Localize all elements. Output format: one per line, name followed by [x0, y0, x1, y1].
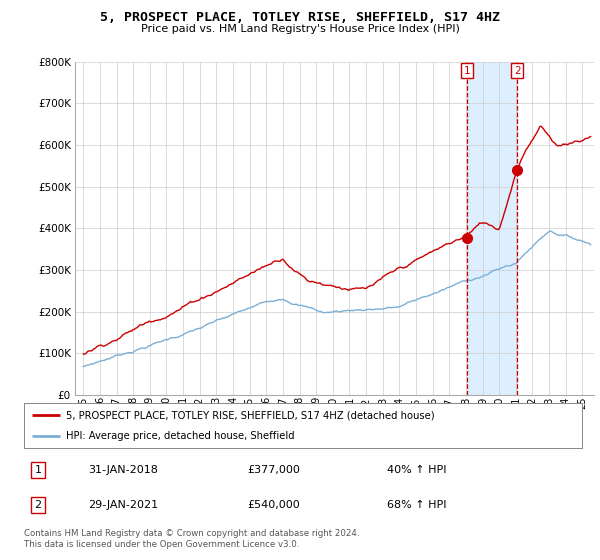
Text: £377,000: £377,000: [247, 465, 300, 475]
Text: 1: 1: [34, 465, 41, 475]
Text: 1: 1: [464, 66, 470, 76]
Text: 5, PROSPECT PLACE, TOTLEY RISE, SHEFFIELD, S17 4HZ: 5, PROSPECT PLACE, TOTLEY RISE, SHEFFIEL…: [100, 11, 500, 24]
Text: Contains HM Land Registry data © Crown copyright and database right 2024.
This d: Contains HM Land Registry data © Crown c…: [24, 529, 359, 549]
Text: £540,000: £540,000: [247, 500, 300, 510]
Text: 68% ↑ HPI: 68% ↑ HPI: [387, 500, 446, 510]
Text: 2: 2: [34, 500, 41, 510]
Text: 2: 2: [514, 66, 520, 76]
Text: 31-JAN-2018: 31-JAN-2018: [88, 465, 158, 475]
Text: Price paid vs. HM Land Registry's House Price Index (HPI): Price paid vs. HM Land Registry's House …: [140, 24, 460, 34]
Text: HPI: Average price, detached house, Sheffield: HPI: Average price, detached house, Shef…: [66, 431, 295, 441]
Text: 29-JAN-2021: 29-JAN-2021: [88, 500, 158, 510]
Text: 40% ↑ HPI: 40% ↑ HPI: [387, 465, 446, 475]
Bar: [467, 62, 517, 395]
Text: 5, PROSPECT PLACE, TOTLEY RISE, SHEFFIELD, S17 4HZ (detached house): 5, PROSPECT PLACE, TOTLEY RISE, SHEFFIEL…: [66, 410, 434, 421]
